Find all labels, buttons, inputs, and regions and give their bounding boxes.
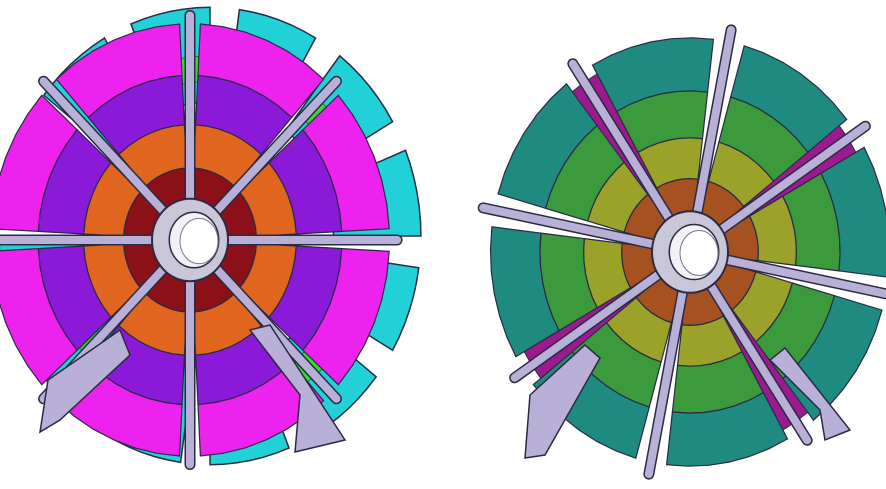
chamber-segment: [591, 37, 715, 113]
support-spoke: [510, 270, 663, 382]
chamber-segment: [302, 94, 390, 233]
right-detector-wheel: [477, 24, 886, 480]
support-foot: [39, 328, 131, 434]
support-spoke: [39, 77, 168, 215]
support-spoke: [717, 122, 870, 234]
chamber-segment: [820, 146, 886, 278]
chamber-segment: [665, 391, 789, 467]
chamber-segment: [489, 226, 560, 358]
chamber-segment: [197, 23, 325, 119]
hub-bore-inner: [679, 230, 719, 276]
support-spoke: [212, 77, 341, 215]
support-spoke: [479, 203, 657, 249]
support-foot: [768, 346, 852, 442]
left-detector-wheel: [0, 6, 422, 471]
chamber-segment: [0, 247, 78, 386]
support-spoke: [723, 255, 886, 298]
support-foot: [248, 324, 347, 453]
support-spoke: [568, 59, 673, 223]
chamber-segment: [55, 23, 183, 119]
hub-bore-inner: [179, 217, 219, 265]
chamber-segment: [302, 247, 390, 386]
support-spoke: [693, 25, 736, 216]
chamber-segment: [0, 94, 78, 233]
support-spoke: [644, 288, 687, 479]
support-foot: [524, 343, 601, 459]
support-spoke: [707, 281, 812, 445]
